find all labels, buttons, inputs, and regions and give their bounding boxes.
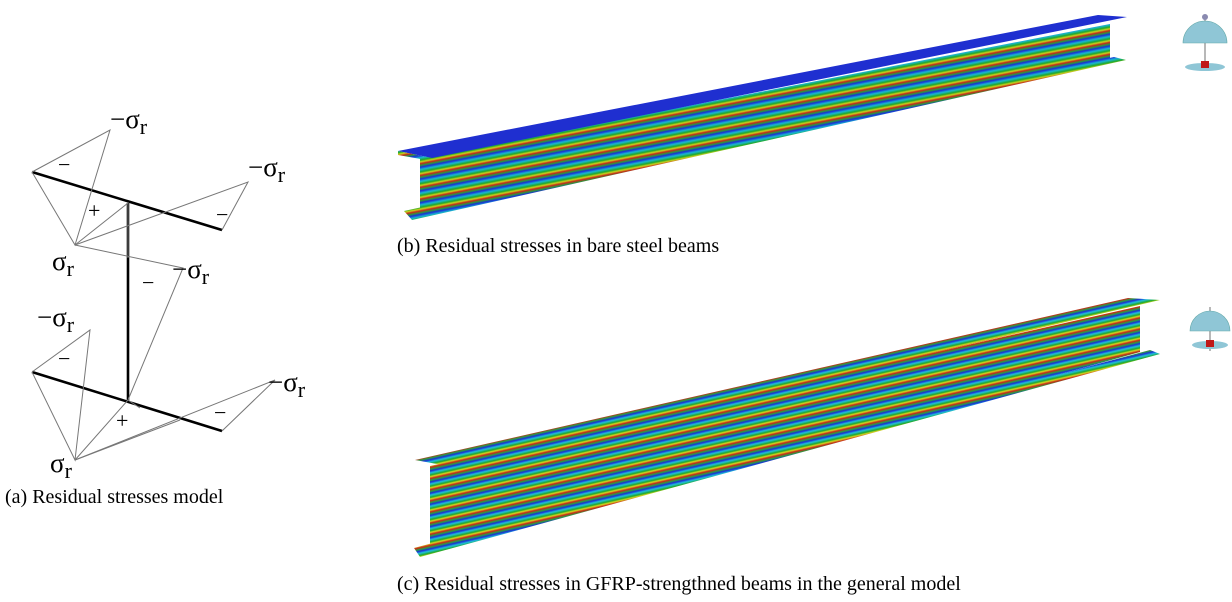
stress-symbol: σ <box>52 246 67 276</box>
stress-subscript: r <box>67 312 75 337</box>
bare-steel-beam <box>398 15 1127 220</box>
web-face <box>430 306 1140 550</box>
stress-label: −σr <box>37 302 75 337</box>
stress-subscript: r <box>65 458 73 483</box>
stress-sign: − <box>58 346 70 371</box>
stress-sign: − <box>142 270 154 295</box>
stress-label: −σr <box>110 104 148 139</box>
caption: (b) Residual stresses in bare steel beam… <box>397 235 719 257</box>
stress-symbol: −σ <box>172 254 202 284</box>
stress-subscript: r <box>278 162 286 187</box>
stress-subscript: r <box>298 377 306 402</box>
view-triad <box>1183 14 1227 71</box>
stress-subscript: r <box>202 264 210 289</box>
gfrp-beam <box>414 298 1160 557</box>
stress-sign: − <box>216 202 228 227</box>
stress-symbol: σ <box>50 448 65 478</box>
stress-label: −σr <box>172 254 210 289</box>
stress-triangle <box>75 203 128 258</box>
stress-symbol: −σ <box>37 302 67 332</box>
stress-sign: − <box>214 400 226 425</box>
stress-sign: + <box>88 198 100 223</box>
figure: (a) Residual stresses model (b) Residual… <box>0 0 1232 602</box>
stress-sign: − <box>58 152 70 177</box>
stress-subscript: r <box>67 256 75 281</box>
stress-symbol: −σ <box>110 104 140 134</box>
stress-sign: + <box>116 408 128 433</box>
stress-label: σr <box>52 246 75 281</box>
stress-label: σr <box>50 448 73 483</box>
caption: (c) Residual stresses in GFRP-strengthne… <box>397 573 961 595</box>
caption: (a) Residual stresses model <box>5 486 224 508</box>
view-triad <box>1190 307 1230 351</box>
stress-triangle <box>32 130 110 245</box>
stress-subscript: r <box>140 114 148 139</box>
residual-stress-model <box>32 130 275 460</box>
stress-symbol: −σ <box>268 367 298 397</box>
stress-label: −σr <box>268 367 306 402</box>
stress-symbol: −σ <box>248 152 278 182</box>
stress-triangle <box>75 400 140 460</box>
stress-label: −σr <box>248 152 286 187</box>
stress-triangle <box>75 380 275 460</box>
